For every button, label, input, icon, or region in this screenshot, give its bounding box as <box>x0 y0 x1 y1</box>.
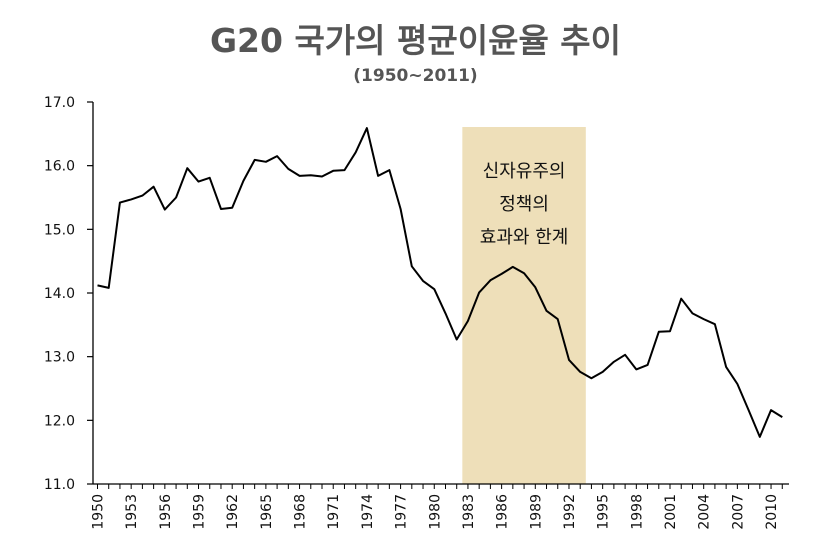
y-tick-label: 17.0 <box>44 95 75 111</box>
chart-title: G20 국가의 평균이윤율 추이 <box>209 21 622 60</box>
y-tick-label: 16.0 <box>44 159 75 175</box>
x-tick-label: 1974 <box>360 494 376 530</box>
x-tick-label: 1998 <box>629 494 645 530</box>
x-tick-label: 1950 <box>90 494 106 530</box>
y-tick-label: 11.0 <box>44 477 75 493</box>
x-tick-label: 1962 <box>225 494 241 530</box>
y-tick-label: 14.0 <box>44 286 75 302</box>
x-tick-label: 2010 <box>764 494 780 530</box>
x-tick-label: 1959 <box>192 494 208 530</box>
x-tick-label: 1989 <box>528 494 544 530</box>
highlight-label-line: 신자유주의 <box>483 161 566 182</box>
y-tick-label: 15.0 <box>44 222 75 238</box>
highlight-label-line: 효과와 한계 <box>480 227 569 248</box>
x-tick-label: 1986 <box>495 494 511 530</box>
x-tick-label: 1968 <box>293 494 309 530</box>
chart-subtitle: (1950~2011) <box>353 66 478 86</box>
x-tick-label: 2001 <box>663 494 679 530</box>
x-tick-label: 1983 <box>461 494 477 530</box>
y-tick-label: 12.0 <box>44 413 75 429</box>
x-tick-label: 2004 <box>697 494 713 530</box>
x-tick-label: 1953 <box>124 494 140 530</box>
highlight-band <box>462 127 586 484</box>
x-tick-label: 1980 <box>427 494 443 530</box>
x-tick-label: 1956 <box>158 494 174 530</box>
x-tick-label: 1971 <box>326 494 342 530</box>
x-tick-label: 1995 <box>596 494 612 530</box>
x-tick-label: 2007 <box>730 494 746 530</box>
series-line <box>97 127 783 438</box>
x-tick-label: 1992 <box>562 494 578 530</box>
highlight-label-line: 정책의 <box>499 194 549 215</box>
x-tick-label: 1965 <box>259 494 275 530</box>
x-tick-label: 1977 <box>394 494 410 530</box>
y-tick-label: 13.0 <box>44 350 75 366</box>
